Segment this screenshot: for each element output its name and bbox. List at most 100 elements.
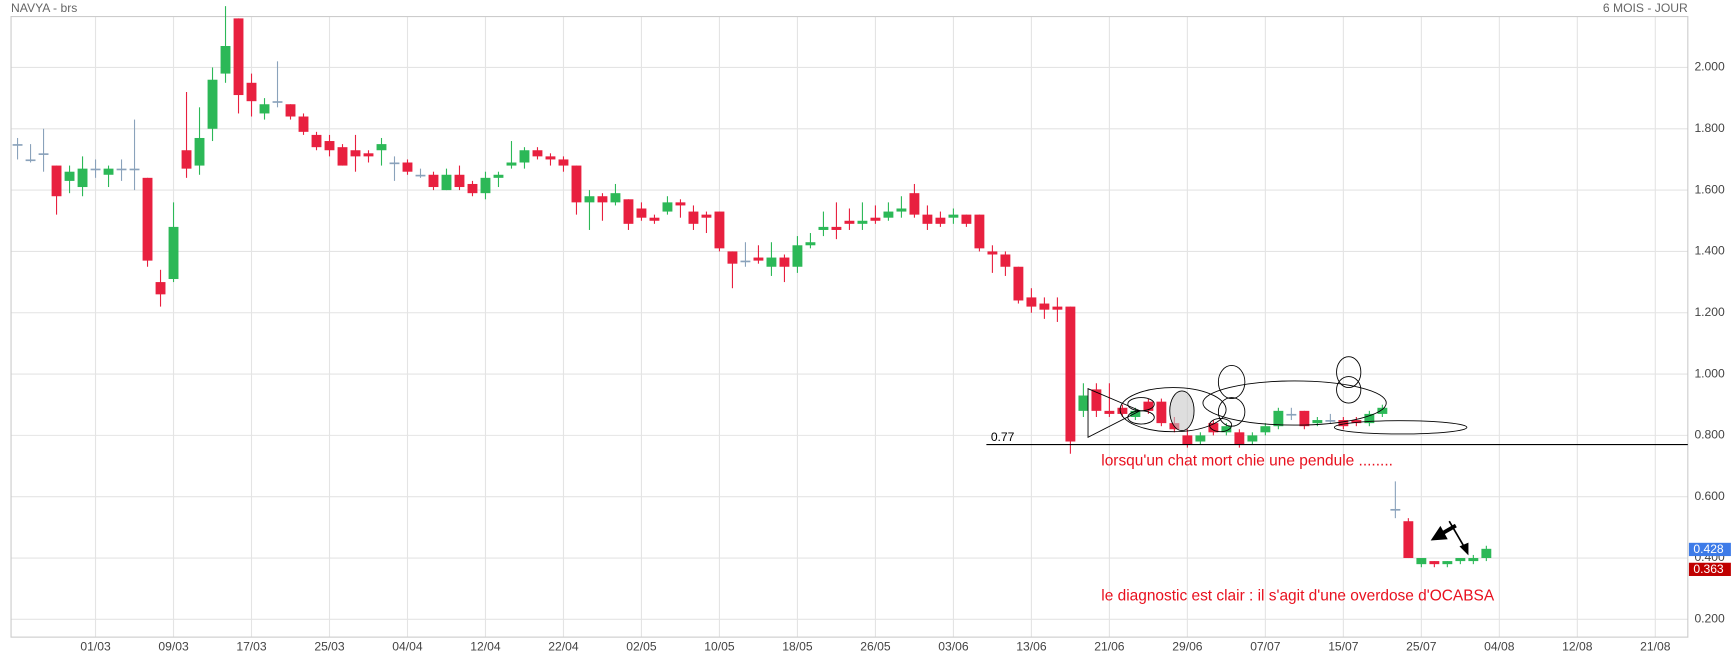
drawing-ellipse: [1169, 390, 1195, 432]
candle-body: [480, 177, 491, 194]
candle-body: [545, 156, 556, 160]
candle-body: [1091, 389, 1102, 411]
y-tick-label: 0.600: [1694, 489, 1725, 503]
x-tick-label: 18/05: [782, 639, 813, 653]
candle-body: [688, 211, 699, 224]
candle-body: [233, 18, 244, 96]
drawing-arrowhead: [1459, 542, 1469, 556]
y-tick-label: 0.200: [1694, 612, 1725, 626]
candle-body: [350, 150, 361, 157]
grid: 0.2000.4000.6000.8001.0001.2001.4001.600…: [11, 16, 1725, 653]
x-tick-label: 12/08: [1562, 639, 1593, 653]
candle-body: [987, 251, 998, 255]
drawing-ellipse: [1333, 420, 1468, 435]
candle-body: [1130, 410, 1141, 417]
price-badge: [1688, 542, 1731, 557]
candle-body: [77, 168, 88, 188]
candle-body: [1026, 297, 1037, 307]
drawing-ellipse: [1336, 356, 1362, 389]
candle-body: [1260, 426, 1271, 433]
candle-body: [883, 211, 894, 218]
candle-body: [1182, 435, 1193, 445]
candle-body: [1052, 306, 1063, 310]
candle-body: [1299, 410, 1310, 427]
candle-body: [909, 193, 920, 215]
candle-body: [116, 168, 127, 171]
candle-body: [1208, 423, 1219, 433]
candle-body: [311, 134, 322, 148]
candle-body: [844, 220, 855, 224]
candle-body: [1013, 266, 1024, 301]
candle-body: [1377, 407, 1388, 414]
x-tick-label: 26/05: [860, 639, 891, 653]
candle-body: [792, 245, 803, 267]
candle-body: [727, 251, 738, 264]
drawing-arrowhead: [1430, 525, 1448, 541]
candle-body: [38, 153, 49, 155]
candle-body: [64, 171, 75, 181]
candle-body: [675, 202, 686, 206]
x-tick-label: 07/07: [1250, 639, 1281, 653]
chart-title: NAVYA - brs: [11, 1, 77, 15]
drawing-ellipse: [1202, 380, 1387, 426]
candle-body: [1416, 558, 1427, 565]
y-tick-label: 0.800: [1694, 428, 1725, 442]
candle-body: [597, 196, 608, 203]
reference-label: 0.77: [991, 430, 1015, 444]
candle-body: [506, 162, 517, 166]
candle-body: [1143, 401, 1154, 411]
candle-body: [1247, 435, 1258, 442]
candle-body: [337, 147, 348, 166]
candle-body: [974, 214, 985, 249]
candle-body: [779, 257, 790, 267]
x-tick-label: 13/06: [1016, 639, 1047, 653]
candle-body: [129, 168, 140, 171]
candle-body: [1442, 561, 1453, 565]
candle-body: [298, 116, 309, 132]
candle-body: [428, 174, 439, 188]
y-tick-label: 1.200: [1694, 305, 1725, 319]
candle-body: [168, 226, 179, 280]
x-tick-label: 10/05: [704, 639, 735, 653]
x-tick-label: 25/07: [1406, 639, 1437, 653]
candle-body: [324, 141, 335, 151]
candle-body: [246, 82, 257, 102]
candle-body: [519, 150, 530, 163]
candle-body: [558, 159, 569, 166]
candle-body: [467, 183, 478, 194]
drawing-arrow: [1448, 520, 1466, 549]
annotation: lorsqu'un chat mort chie une pendule ...…: [1101, 453, 1393, 470]
candle-body: [1104, 410, 1115, 414]
candle-body: [142, 177, 153, 261]
candle-body: [1325, 420, 1336, 422]
x-tick-label: 04/04: [392, 639, 423, 653]
candle-body: [207, 79, 218, 129]
candle-body: [766, 257, 777, 267]
candle-body: [1221, 426, 1232, 433]
candle-body: [1364, 413, 1375, 424]
x-tick-label: 02/05: [626, 639, 657, 653]
candle-body: [272, 101, 283, 103]
candle-body: [493, 174, 504, 178]
candle-body: [1117, 407, 1128, 414]
candle-body: [1039, 303, 1050, 310]
plot-frame: [10, 16, 1689, 638]
x-tick-label: 03/06: [938, 639, 969, 653]
candle-body: [1429, 561, 1440, 565]
candle-body: [1312, 420, 1323, 424]
x-tick-label: 04/08: [1484, 639, 1515, 653]
candle-body: [896, 208, 907, 212]
candle-body: [636, 208, 647, 218]
candle-body: [1338, 420, 1349, 427]
candle-body: [376, 144, 387, 151]
candle-body: [701, 214, 712, 218]
candle-body: [584, 196, 595, 203]
candle-body: [1403, 521, 1414, 559]
candle-body: [753, 257, 764, 261]
x-tick-label: 21/06: [1094, 639, 1125, 653]
drawing-ellipse: [1217, 365, 1246, 400]
x-tick-label: 25/03: [314, 639, 345, 653]
candle-body: [1351, 420, 1362, 424]
y-tick-label: 1.400: [1694, 244, 1725, 258]
